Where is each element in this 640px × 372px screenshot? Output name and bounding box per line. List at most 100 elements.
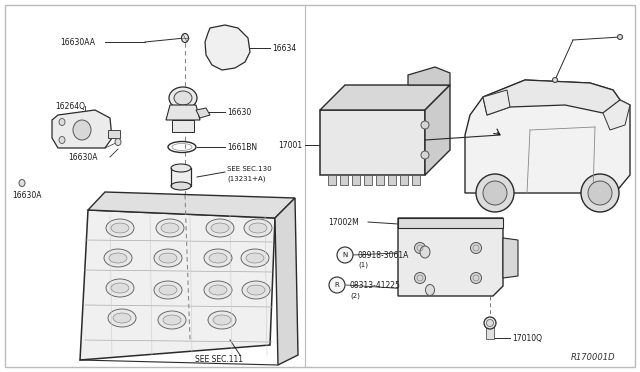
Ellipse shape (213, 315, 231, 325)
Bar (486, 323, 494, 339)
Text: (2): (2) (350, 293, 360, 299)
Circle shape (337, 247, 353, 263)
Ellipse shape (171, 164, 191, 172)
Ellipse shape (154, 249, 182, 267)
Ellipse shape (111, 283, 129, 293)
Ellipse shape (209, 285, 227, 295)
Ellipse shape (470, 273, 481, 283)
Ellipse shape (108, 309, 136, 327)
Ellipse shape (171, 182, 191, 190)
Ellipse shape (104, 249, 132, 267)
Polygon shape (603, 100, 630, 130)
Bar (172, 120, 194, 132)
Text: 17010Q: 17010Q (512, 334, 542, 343)
Ellipse shape (115, 138, 121, 145)
Ellipse shape (426, 285, 435, 295)
Ellipse shape (106, 219, 134, 237)
Ellipse shape (109, 253, 127, 263)
Ellipse shape (163, 315, 181, 325)
Ellipse shape (241, 249, 269, 267)
Bar (376, 175, 384, 185)
Bar (364, 175, 372, 185)
Polygon shape (398, 218, 503, 296)
Polygon shape (166, 105, 200, 120)
Ellipse shape (249, 223, 267, 233)
Text: (13231+A): (13231+A) (227, 176, 266, 182)
Ellipse shape (159, 253, 177, 263)
Text: 16634: 16634 (272, 44, 296, 52)
Bar (108, 130, 120, 138)
Text: 16630: 16630 (227, 108, 252, 116)
Circle shape (329, 277, 345, 293)
Ellipse shape (206, 219, 234, 237)
Ellipse shape (486, 320, 493, 327)
Ellipse shape (154, 281, 182, 299)
Ellipse shape (113, 313, 131, 323)
Bar (400, 175, 408, 185)
Polygon shape (80, 210, 275, 360)
Text: 08918-3061A: 08918-3061A (358, 250, 410, 260)
Text: (1): (1) (358, 262, 368, 268)
Polygon shape (398, 218, 503, 228)
Bar (340, 175, 348, 185)
Text: N: N (342, 252, 348, 258)
Ellipse shape (209, 253, 227, 263)
Ellipse shape (415, 273, 426, 283)
Ellipse shape (111, 223, 129, 233)
Polygon shape (408, 67, 450, 85)
Ellipse shape (174, 91, 192, 105)
Ellipse shape (59, 119, 65, 125)
Bar (171, 168, 191, 186)
Ellipse shape (106, 279, 134, 297)
Ellipse shape (483, 181, 507, 205)
Text: 16630AA: 16630AA (60, 38, 95, 46)
Ellipse shape (59, 137, 65, 144)
Bar (352, 175, 360, 185)
Ellipse shape (618, 35, 623, 39)
Ellipse shape (211, 223, 229, 233)
Ellipse shape (476, 174, 514, 212)
Ellipse shape (159, 285, 177, 295)
Ellipse shape (19, 180, 25, 186)
Text: 16264Q: 16264Q (55, 102, 85, 110)
Bar (328, 175, 336, 185)
Ellipse shape (552, 77, 557, 83)
Polygon shape (196, 108, 210, 118)
Ellipse shape (247, 285, 265, 295)
Polygon shape (88, 192, 295, 218)
Polygon shape (483, 90, 510, 115)
Ellipse shape (244, 219, 272, 237)
Ellipse shape (204, 249, 232, 267)
Ellipse shape (161, 223, 179, 233)
Ellipse shape (246, 253, 264, 263)
Bar (388, 175, 396, 185)
Ellipse shape (242, 281, 270, 299)
Ellipse shape (581, 174, 619, 212)
Text: 08313-41225: 08313-41225 (350, 280, 401, 289)
Ellipse shape (588, 181, 612, 205)
Ellipse shape (420, 246, 430, 258)
Bar (412, 175, 420, 185)
Ellipse shape (156, 219, 184, 237)
Text: 16630A: 16630A (68, 153, 97, 161)
Ellipse shape (182, 33, 189, 42)
Ellipse shape (470, 243, 481, 253)
Text: R: R (335, 282, 339, 288)
Text: R170001D: R170001D (570, 353, 615, 362)
Polygon shape (425, 85, 450, 175)
Polygon shape (320, 85, 450, 110)
Polygon shape (52, 110, 112, 148)
Polygon shape (465, 80, 630, 193)
Ellipse shape (73, 120, 91, 140)
Text: 17001: 17001 (278, 141, 302, 150)
Polygon shape (483, 80, 620, 115)
Ellipse shape (415, 243, 426, 253)
Text: SEE SEC.130: SEE SEC.130 (227, 166, 271, 172)
Ellipse shape (204, 281, 232, 299)
Polygon shape (275, 198, 298, 365)
Ellipse shape (169, 87, 197, 109)
Text: SEE SEC.111: SEE SEC.111 (195, 356, 243, 365)
Ellipse shape (208, 311, 236, 329)
Text: 17002M: 17002M (328, 218, 359, 227)
Polygon shape (205, 25, 250, 70)
